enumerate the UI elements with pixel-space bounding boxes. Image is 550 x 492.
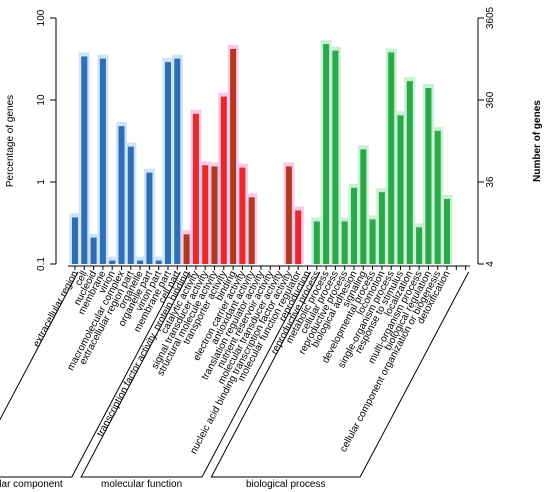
group-label: molecular function xyxy=(101,479,182,490)
bar xyxy=(406,81,413,265)
bar xyxy=(220,96,227,264)
bar xyxy=(127,146,134,264)
bar xyxy=(313,221,320,264)
bars-layer xyxy=(72,44,450,265)
bar-glow-layer xyxy=(69,40,453,265)
bar xyxy=(230,48,237,265)
group-bracket xyxy=(0,271,181,478)
right-tick-label: 4 xyxy=(485,261,496,267)
bar-glow xyxy=(153,256,165,264)
right-tick-label: 36 xyxy=(485,176,496,188)
group-bracket xyxy=(210,271,470,478)
bar xyxy=(248,197,255,264)
bar xyxy=(444,199,450,264)
bar xyxy=(239,167,246,264)
bar xyxy=(295,210,302,264)
right-axis-title: Number of genes xyxy=(532,100,543,182)
bar xyxy=(118,126,125,265)
axes-layer xyxy=(55,18,479,270)
bar-glow xyxy=(134,256,146,264)
bar xyxy=(332,50,339,265)
bar xyxy=(174,58,181,265)
bar xyxy=(183,234,190,264)
bar xyxy=(109,260,116,264)
bar xyxy=(341,221,348,264)
bar xyxy=(378,192,385,264)
left-tick-label: 100 xyxy=(36,9,47,26)
bar xyxy=(165,62,171,265)
left-tick-label: 0.1 xyxy=(36,257,47,271)
category-labels: extracellular regioncellnucleoidmembrane… xyxy=(31,269,452,456)
bar xyxy=(369,219,376,264)
bar xyxy=(416,227,423,264)
bar xyxy=(360,149,367,264)
group-bracket xyxy=(80,271,311,478)
bar xyxy=(434,130,441,264)
bar xyxy=(90,237,97,264)
bar xyxy=(72,217,78,264)
bar xyxy=(155,260,162,264)
group-brackets: cellular component molecular function biol… xyxy=(0,271,470,490)
bar xyxy=(388,52,395,264)
bar xyxy=(202,165,209,264)
left-tick-label: 10 xyxy=(36,94,47,106)
bar xyxy=(81,56,88,264)
bar xyxy=(137,260,144,264)
bar xyxy=(211,166,218,264)
right-tick-label: 360 xyxy=(485,91,496,108)
bar xyxy=(323,44,330,265)
bar xyxy=(99,58,106,265)
right-tick-label: 3605 xyxy=(485,6,496,29)
bar xyxy=(351,187,357,264)
bar xyxy=(192,113,199,264)
bar xyxy=(425,88,432,264)
group-label: biological process xyxy=(246,479,326,490)
left-axis-title: Percentage of genes xyxy=(5,95,16,187)
bar-glow xyxy=(106,256,118,264)
bar xyxy=(146,172,153,264)
left-tick-label: 1 xyxy=(36,179,47,185)
group-label: cellular component xyxy=(0,479,63,490)
ticks-layer: 0.1 1 10 100 4 36 360 3605 xyxy=(36,6,496,271)
bar xyxy=(397,115,404,265)
bar xyxy=(285,166,292,264)
